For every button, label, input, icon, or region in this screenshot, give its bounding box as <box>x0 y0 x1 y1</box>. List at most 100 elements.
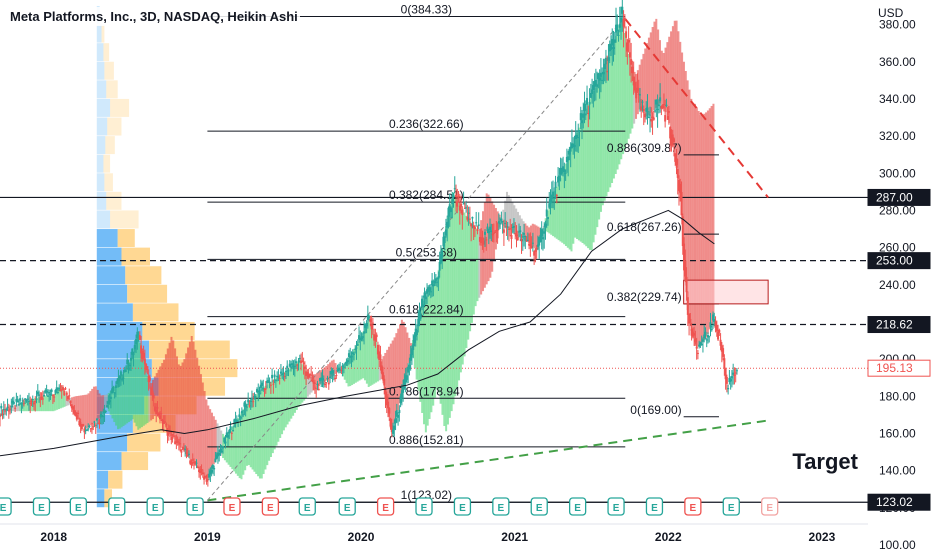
price-tick-label: 280.00 <box>879 203 916 217</box>
candle-body <box>164 421 167 423</box>
candle-body <box>286 365 289 369</box>
candle-body <box>329 376 332 378</box>
earnings-marker-label: E <box>536 503 543 514</box>
candle-body <box>407 366 410 373</box>
candle-body <box>87 428 90 430</box>
candle-body <box>460 203 463 207</box>
volume-bar-buy <box>96 433 128 452</box>
earnings-marker-label: E <box>38 503 45 514</box>
earnings-marker <box>69 497 88 516</box>
candle-body <box>567 156 570 161</box>
candle-body <box>64 388 67 390</box>
candle-body <box>623 18 626 21</box>
candle-body <box>437 276 440 280</box>
candle-body <box>283 375 286 378</box>
candle-body <box>6 406 9 408</box>
candle-body <box>350 356 353 358</box>
candle-body <box>496 229 499 231</box>
volume-bar-sell <box>132 303 179 322</box>
candle-body <box>656 108 659 110</box>
candle-body <box>524 236 527 238</box>
candle-body <box>409 354 412 361</box>
time-tick-label: 2023 <box>809 530 836 544</box>
candle-body <box>704 331 707 336</box>
candle-body <box>242 414 245 416</box>
candle-body <box>678 179 681 191</box>
candle-body <box>436 281 439 283</box>
candle-body <box>34 400 37 403</box>
earnings-marker-label: E <box>75 503 82 514</box>
candle-body <box>412 343 415 350</box>
candle-body <box>191 459 194 461</box>
candle-body <box>14 407 17 409</box>
candle-body <box>262 388 265 390</box>
candle-body <box>325 382 328 384</box>
candle-body <box>490 230 493 233</box>
candle-body <box>690 329 693 336</box>
candle-body <box>715 325 718 332</box>
candle-body <box>466 216 469 220</box>
candle-body <box>611 38 614 46</box>
candle-body <box>378 351 381 361</box>
candle-body <box>326 377 329 380</box>
candle-body <box>208 473 211 478</box>
candle-body <box>525 240 528 242</box>
candle-body <box>174 441 177 444</box>
candle-body <box>26 398 29 400</box>
candle-body <box>266 380 269 384</box>
volume-bar-buy <box>96 98 111 117</box>
candle-body <box>342 367 345 369</box>
candle-body <box>68 395 71 397</box>
candle-body <box>298 357 301 360</box>
candle-body <box>631 66 634 74</box>
candle-body <box>41 398 44 400</box>
candle-body <box>239 417 242 419</box>
candle-body <box>98 422 101 424</box>
fib-level-label: 0(384.33) <box>401 3 452 17</box>
volume-bar-buy <box>96 303 133 322</box>
candle-body <box>261 382 264 386</box>
candle-body <box>530 245 533 249</box>
candle-body <box>61 387 64 391</box>
candle-body <box>669 127 672 139</box>
candle-body <box>200 469 203 471</box>
candle-body <box>70 404 73 409</box>
candle-body <box>389 418 392 427</box>
candle-body <box>111 388 114 393</box>
candle-body <box>588 101 591 105</box>
earnings-marker-label: E <box>267 503 274 514</box>
candle-body <box>352 353 355 355</box>
candle-body <box>535 248 538 250</box>
candle-body <box>7 410 10 412</box>
candle-body <box>278 377 281 379</box>
candle-body <box>429 291 432 293</box>
candle-body <box>213 468 216 470</box>
candle-body <box>148 377 151 381</box>
candle-body <box>612 47 615 49</box>
candle-body <box>470 223 473 227</box>
candle-body <box>305 371 308 376</box>
volume-bar-sell <box>107 117 122 136</box>
candle-body <box>347 353 350 357</box>
candle-body <box>667 111 670 113</box>
candle-body <box>182 448 185 450</box>
candle-body <box>456 201 459 207</box>
candle-body <box>481 237 484 241</box>
candle-body <box>99 414 102 418</box>
candle-body <box>229 426 232 431</box>
candle-body <box>666 116 669 120</box>
candle-body <box>691 331 694 337</box>
candle-body <box>540 229 543 237</box>
candle-body <box>400 390 403 398</box>
candle-body <box>497 221 500 224</box>
volume-bar-sell <box>121 247 150 266</box>
earnings-marker-label: E <box>304 503 311 514</box>
candle-body <box>324 383 327 385</box>
candle-body <box>471 217 474 219</box>
candle-body <box>554 181 557 188</box>
earnings-marker <box>453 497 472 516</box>
candle-body <box>449 208 452 213</box>
candle-body <box>25 400 28 402</box>
candle-body <box>630 59 633 65</box>
candle-body <box>584 113 587 116</box>
